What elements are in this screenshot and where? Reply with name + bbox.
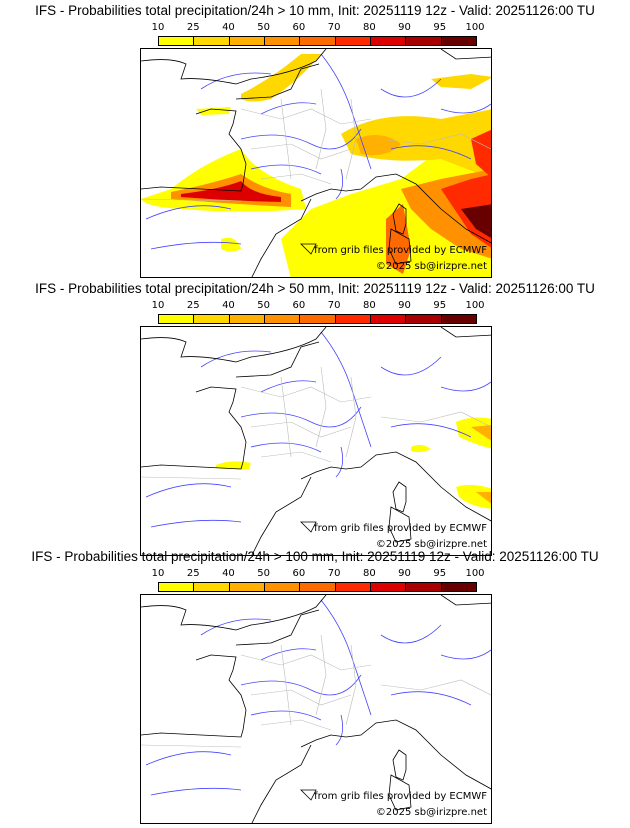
colorbar-tick-label: 50	[257, 300, 271, 311]
colorbar-swatch	[406, 583, 442, 591]
probability-field	[216, 417, 491, 509]
geography-lines	[141, 49, 491, 277]
colorbar-swatch	[159, 37, 195, 45]
colorbar-swatch	[441, 315, 476, 323]
probability-map: from grib files provided by ECMWF ©2025 …	[140, 326, 492, 556]
colorbar-swatch	[335, 315, 371, 323]
colorbar-tick-label: 60	[292, 22, 306, 33]
probability-map: from grib files provided by ECMWF ©2025 …	[140, 48, 492, 278]
colorbar-swatch	[441, 583, 476, 591]
colorbar-tick-label: 80	[362, 568, 376, 579]
colorbar-tick-label: 40	[222, 568, 235, 579]
colorbar-swatch	[335, 37, 371, 45]
source-credit: from grib files provided by ECMWF	[314, 245, 487, 256]
colorbar-swatch	[406, 37, 442, 45]
map-canvas	[141, 327, 491, 555]
probability-map: from grib files provided by ECMWF ©2025 …	[140, 594, 492, 824]
colorbar-swatch	[441, 37, 476, 45]
copyright-credit: ©2025 sb@irizpre.net	[375, 261, 487, 272]
colorbar-tick-label: 10	[151, 300, 165, 311]
map-panel-1: IFS - Probabilities total precipitation/…	[0, 0, 630, 278]
copyright-credit: ©2025 sb@irizpre.net	[375, 807, 487, 818]
colorbar-swatch	[194, 37, 230, 45]
colorbar-swatch	[264, 315, 301, 323]
panel-title: IFS - Probabilities total precipitation/…	[35, 281, 595, 296]
colorbar-swatch	[159, 315, 195, 323]
colorbar-tick-label: 60	[292, 300, 306, 311]
colorbar-tick-label: 95	[433, 300, 447, 311]
colorbar-swatch	[264, 37, 301, 45]
colorbar-swatch	[335, 583, 371, 591]
colorbar-tick-label: 50	[257, 22, 271, 33]
colorbar-tick-label: 70	[327, 568, 341, 579]
map-panel-2: IFS - Probabilities total precipitation/…	[0, 278, 630, 556]
colorbar-tick-label: 10	[151, 22, 165, 33]
colorbar-tick-label: 40	[222, 22, 235, 33]
map-panel-3: IFS - Probabilities total precipitation/…	[0, 546, 630, 824]
map-canvas	[141, 49, 491, 277]
colorbar-swatch	[264, 583, 301, 591]
geography-lines	[141, 327, 491, 555]
colorbar-swatch	[194, 583, 230, 591]
colorbar	[158, 36, 477, 46]
colorbar-swatch	[229, 583, 265, 591]
probability-field	[141, 54, 491, 277]
colorbar-tick-label: 90	[398, 568, 411, 579]
colorbar-swatch	[370, 583, 407, 591]
colorbar-tick-label: 10	[151, 568, 165, 579]
panel-title: IFS - Probabilities total precipitation/…	[31, 549, 599, 564]
colorbar-tick-label: 100	[465, 568, 485, 579]
colorbar-tick-label: 100	[465, 300, 485, 311]
geography-lines	[141, 595, 491, 823]
colorbar-tick-label: 95	[433, 22, 447, 33]
panel-title: IFS - Probabilities total precipitation/…	[35, 3, 595, 18]
colorbar-tick-label: 25	[186, 22, 200, 33]
map-canvas	[141, 595, 491, 823]
colorbar-swatch	[159, 583, 195, 591]
colorbar-swatch	[370, 315, 407, 323]
colorbar-swatch	[300, 315, 336, 323]
colorbar-tick-label: 50	[257, 568, 271, 579]
source-credit: from grib files provided by ECMWF	[314, 523, 487, 534]
colorbar	[158, 314, 477, 324]
colorbar-swatch	[406, 315, 442, 323]
colorbar	[158, 582, 477, 592]
colorbar-swatch	[300, 583, 336, 591]
colorbar-tick-label: 100	[465, 22, 485, 33]
colorbar-tick-label: 70	[327, 300, 341, 311]
colorbar-tick-label: 95	[433, 568, 447, 579]
colorbar-tick-label: 80	[362, 22, 376, 33]
colorbar-tick-label: 25	[186, 300, 200, 311]
colorbar-tick-label: 25	[186, 568, 200, 579]
colorbar-swatch	[229, 37, 265, 45]
colorbar-tick-label: 90	[398, 22, 411, 33]
colorbar-swatch	[229, 315, 265, 323]
colorbar-tick-label: 70	[327, 22, 341, 33]
colorbar-tick-label: 90	[398, 300, 411, 311]
source-credit: from grib files provided by ECMWF	[314, 791, 487, 802]
copyright-credit: ©2025 sb@irizpre.net	[375, 539, 487, 550]
colorbar-tick-label: 60	[292, 568, 306, 579]
colorbar-swatch	[370, 37, 407, 45]
colorbar-swatch	[194, 315, 230, 323]
colorbar-tick-label: 80	[362, 300, 376, 311]
colorbar-swatch	[300, 37, 336, 45]
colorbar-tick-label: 40	[222, 300, 235, 311]
